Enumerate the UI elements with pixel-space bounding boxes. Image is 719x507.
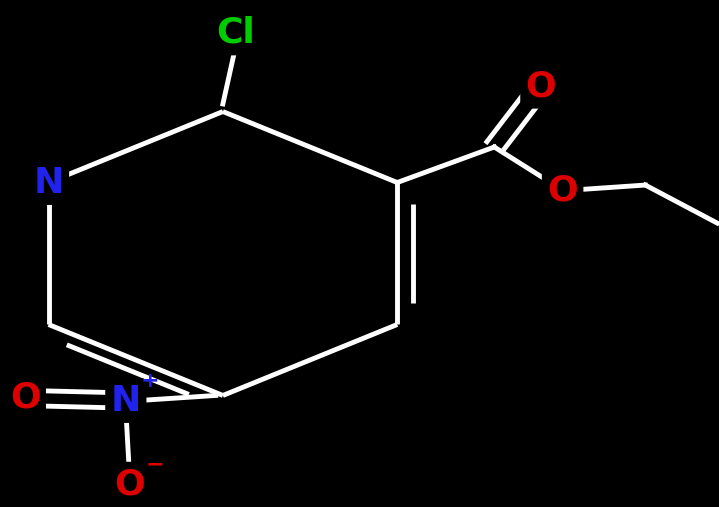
Text: O: O bbox=[10, 381, 40, 415]
Text: O: O bbox=[547, 173, 578, 207]
Text: +: + bbox=[140, 371, 159, 391]
Text: Cl: Cl bbox=[216, 16, 255, 50]
Text: O: O bbox=[526, 69, 557, 103]
Text: N: N bbox=[111, 383, 141, 418]
Text: −: − bbox=[145, 455, 164, 475]
Text: O: O bbox=[114, 467, 145, 501]
Text: N: N bbox=[33, 165, 64, 200]
